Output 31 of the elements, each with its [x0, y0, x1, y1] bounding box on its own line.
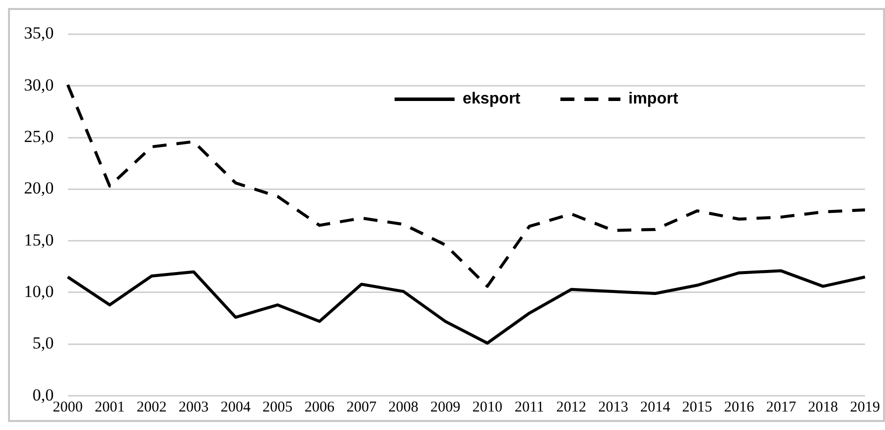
y-tick-label: 25,0	[24, 126, 54, 146]
x-tick-label: 2008	[388, 400, 418, 416]
x-tick-label: 2001	[94, 400, 125, 416]
x-tick-label: 2018	[808, 400, 838, 416]
y-tick-label: 35,0	[24, 24, 54, 43]
y-tick-label: 15,0	[24, 230, 54, 250]
y-tick-label: 30,0	[24, 75, 54, 94]
x-tick-label: 2015	[682, 400, 712, 416]
x-tick-label: 2007	[346, 400, 377, 416]
x-tick-label: 2019	[850, 400, 880, 416]
y-tick-label: 5,0	[32, 334, 54, 353]
y-tick-label: 0,0	[32, 385, 54, 404]
line-series	[66, 83, 866, 288]
x-tick-label: 2012	[556, 400, 586, 416]
y-tick-label: 20,0	[24, 178, 54, 198]
legend-label: eksport	[462, 90, 522, 108]
x-tick-label: 2003	[178, 400, 209, 416]
y-tick-label: 10,0	[24, 282, 54, 301]
x-tick-label: 2010	[472, 400, 502, 416]
x-tick-label: 2013	[598, 400, 628, 416]
x-tick-label: 2004	[220, 400, 252, 416]
x-tick-label: 2017	[766, 400, 797, 416]
x-tick-label: 2014	[640, 400, 671, 416]
x-tick-label: 2000	[52, 400, 83, 416]
x-tick-label: 2005	[262, 400, 293, 416]
x-tick-label: 2011	[514, 400, 544, 416]
x-tick-label: 2006	[304, 400, 336, 416]
x-tick-label: 2016	[724, 400, 755, 416]
x-tick-label: 2009	[430, 400, 460, 416]
legend-label: import	[628, 90, 679, 108]
x-tick-label: 2002	[136, 400, 167, 416]
